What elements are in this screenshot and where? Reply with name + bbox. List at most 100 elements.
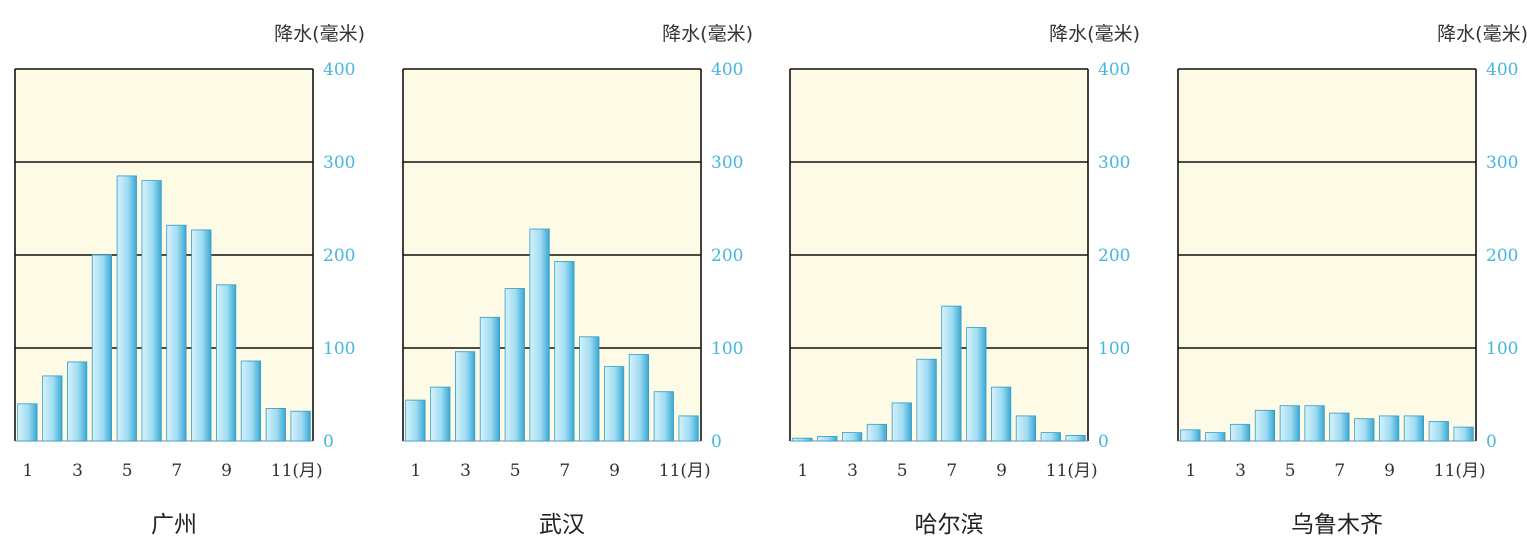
y-tick-label: 100 <box>323 339 355 359</box>
bar-month-2 <box>1205 432 1226 442</box>
bar-month-12 <box>290 410 311 442</box>
x-tick-label: 7 <box>946 461 957 481</box>
y-tick-label: 300 <box>1098 153 1130 173</box>
x-tick-label: 11(月) <box>271 461 323 481</box>
bar-month-3 <box>842 432 863 442</box>
bar-month-6 <box>916 358 937 442</box>
bar-month-1 <box>405 399 426 442</box>
x-tick-label: 11(月) <box>659 461 711 481</box>
x-tick-label: 9 <box>1384 461 1395 481</box>
x-tick-label: 1 <box>22 461 33 481</box>
bar-month-7 <box>1329 412 1350 442</box>
x-tick-label: 1 <box>1185 461 1196 481</box>
x-tick-label: 7 <box>171 461 182 481</box>
y-axis-unit-label: 降水(毫米) <box>1437 23 1527 45</box>
x-tick-label: 3 <box>1235 461 1246 481</box>
y-tick-label: 200 <box>1098 246 1130 266</box>
y-tick-label: 300 <box>711 153 743 173</box>
x-tick-label: 1 <box>410 461 421 481</box>
x-tick-label: 1 <box>797 461 808 481</box>
x-tick-label: 3 <box>460 461 471 481</box>
y-tick-label: 300 <box>323 153 355 173</box>
bar-month-4 <box>1254 409 1275 442</box>
y-axis-unit-label: 降水(毫米) <box>1049 23 1140 45</box>
x-tick-label: 11(月) <box>1434 461 1486 481</box>
bar-month-3 <box>67 361 88 442</box>
y-axis-unit-label: 降水(毫米) <box>662 23 753 45</box>
chart-panel-4: 0 100 200 300 400 降水(毫米) 1 3 5 7 9 11(月) 乌鲁木齐 <box>1177 23 1527 538</box>
bar-month-11 <box>653 391 674 442</box>
bar-month-4 <box>479 316 501 442</box>
y-tick-label: 200 <box>323 246 355 266</box>
x-tick-label: 5 <box>897 461 908 481</box>
x-tick-label: 3 <box>847 461 858 481</box>
bar-month-11 <box>1428 421 1449 442</box>
city-label: 哈尔滨 <box>915 512 984 538</box>
bar-month-10 <box>1015 415 1037 442</box>
bar-month-4 <box>866 423 888 442</box>
bar-month-7 <box>166 224 187 442</box>
bar-month-3 <box>454 351 476 442</box>
bar-month-7 <box>941 305 962 442</box>
chart-panel-3: 0 100 200 300 400 降水(毫米) 1 3 5 7 9 11(月) 哈尔滨 <box>789 23 1140 538</box>
bar-month-5 <box>1279 405 1300 442</box>
bar-month-8 <box>966 327 987 442</box>
bar-month-9 <box>215 284 237 442</box>
y-tick-label: 100 <box>1486 339 1518 359</box>
bar-month-8 <box>579 336 600 442</box>
bar-month-12 <box>1065 434 1086 442</box>
bar-month-1 <box>1180 429 1201 442</box>
bar-month-5 <box>504 288 525 442</box>
bar-month-1 <box>792 437 813 442</box>
bar-month-10 <box>1403 415 1424 442</box>
city-label: 乌鲁木齐 <box>1291 512 1383 538</box>
x-tick-label: 7 <box>1334 461 1345 481</box>
bar-month-12 <box>678 415 699 442</box>
bar-month-8 <box>191 229 212 442</box>
bar-month-10 <box>628 354 650 442</box>
x-tick-label: 5 <box>510 461 521 481</box>
bar-month-11 <box>265 407 286 442</box>
bar-month-8 <box>1354 418 1375 442</box>
bar-month-9 <box>604 366 625 442</box>
bar-month-12 <box>1453 426 1474 442</box>
bar-month-5 <box>891 402 912 442</box>
bar-month-6 <box>529 228 550 442</box>
bar-month-3 <box>1230 423 1251 442</box>
x-tick-label: 5 <box>122 461 133 481</box>
y-tick-label: 100 <box>1098 339 1130 359</box>
y-tick-label: 200 <box>1486 246 1518 266</box>
bar-month-7 <box>554 261 575 442</box>
bar-month-1 <box>17 403 38 442</box>
bar-month-5 <box>116 175 137 442</box>
bar-month-6 <box>1304 405 1325 442</box>
x-tick-label: 7 <box>559 461 570 481</box>
y-tick-label: 300 <box>1486 153 1518 173</box>
chart-panel-2: 0 100 200 300 400 降水(毫米) 1 3 5 7 9 11(月) 武汉 <box>402 23 753 538</box>
bar-month-9 <box>991 386 1012 442</box>
bar-month-6 <box>141 180 162 442</box>
x-tick-label: 3 <box>72 461 83 481</box>
city-label: 广州 <box>151 512 197 538</box>
y-tick-label: 0 <box>323 432 334 452</box>
bar-month-10 <box>240 360 261 442</box>
y-tick-label: 0 <box>1486 432 1497 452</box>
city-label: 武汉 <box>539 512 585 538</box>
bar-month-2 <box>42 375 63 442</box>
y-tick-label: 400 <box>1098 60 1130 80</box>
y-tick-label: 400 <box>323 60 355 80</box>
bar-month-9 <box>1379 415 1400 442</box>
x-tick-label: 5 <box>1285 461 1296 481</box>
x-tick-label: 11(月) <box>1046 461 1098 481</box>
bar-month-2 <box>817 435 838 442</box>
x-tick-label: 9 <box>996 461 1007 481</box>
y-axis-unit-label: 降水(毫米) <box>274 23 365 45</box>
bar-month-4 <box>91 254 112 442</box>
bar-month-2 <box>430 386 451 442</box>
x-tick-label: 9 <box>609 461 620 481</box>
x-tick-label: 9 <box>221 461 232 481</box>
y-tick-label: 100 <box>711 339 743 359</box>
y-tick-label: 400 <box>711 60 743 80</box>
chart-panel-1: 0 100 200 300 400 降水(毫米) 1 3 5 7 9 11(月) 广州 <box>14 23 365 538</box>
